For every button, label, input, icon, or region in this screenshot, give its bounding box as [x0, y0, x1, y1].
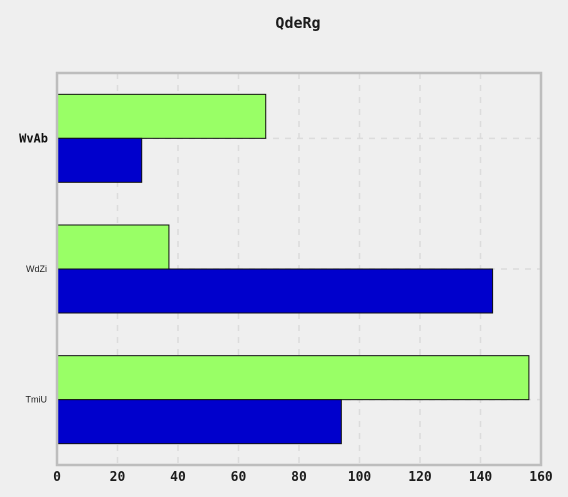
bar-series-2-tmiu — [56, 399, 342, 445]
y-axis-categories: WvAb WdZi TmiU — [19, 131, 48, 404]
plot-frame — [55, 71, 543, 467]
bar-series-1-wdzi — [56, 224, 170, 270]
x-tick-label: 40 — [170, 470, 186, 485]
chart-title: QdeRg — [275, 14, 320, 32]
x-tick-label: 60 — [231, 470, 247, 485]
x-tick-label: 80 — [291, 470, 307, 485]
x-tick-label: 0 — [53, 470, 61, 485]
x-tick-label: 160 — [529, 470, 553, 485]
bar-series-2-wvab — [56, 137, 143, 183]
bar-series-1-tmiu — [56, 355, 530, 401]
bar-series-2-wdzi — [56, 268, 494, 314]
bars — [56, 93, 530, 445]
x-tick-label: 120 — [408, 470, 432, 485]
bar-series-1-wvab — [56, 93, 267, 139]
y-category-label: TmiU — [26, 395, 48, 405]
x-tick-label: 20 — [110, 470, 126, 485]
x-tick-label: 100 — [348, 470, 372, 485]
x-axis-ticks: 0 20 40 60 80 100 120 140 160 — [53, 470, 553, 485]
y-category-label: WvAb — [19, 131, 48, 145]
x-tick-label: 140 — [469, 470, 493, 485]
y-category-label: WdZi — [26, 264, 47, 274]
